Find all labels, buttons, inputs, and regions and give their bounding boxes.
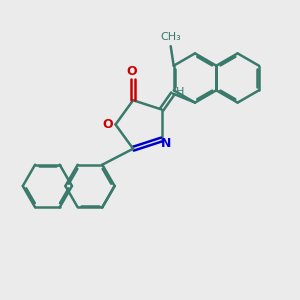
Text: N: N bbox=[161, 136, 171, 150]
Text: O: O bbox=[126, 65, 137, 78]
Text: H: H bbox=[176, 87, 184, 97]
Text: O: O bbox=[103, 118, 113, 131]
Text: CH₃: CH₃ bbox=[160, 32, 181, 42]
